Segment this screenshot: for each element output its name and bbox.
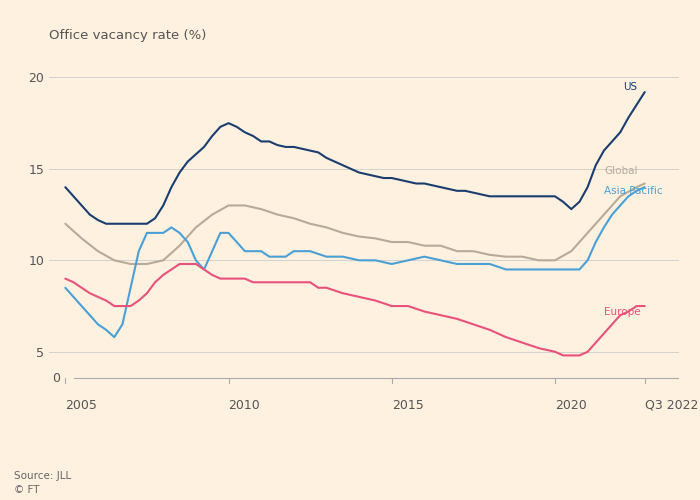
Text: 2015: 2015: [392, 399, 424, 412]
Text: 2010: 2010: [228, 399, 260, 412]
Text: Q3 2022: Q3 2022: [645, 399, 698, 412]
Text: US: US: [624, 82, 638, 92]
Text: Europe: Europe: [604, 306, 640, 316]
Text: 2020: 2020: [555, 399, 587, 412]
Text: Global: Global: [604, 166, 638, 175]
Text: Source: JLL
© FT: Source: JLL © FT: [14, 471, 71, 495]
Text: Office vacancy rate (%): Office vacancy rate (%): [49, 29, 206, 42]
Text: Asia Pacific: Asia Pacific: [604, 186, 662, 196]
Text: 0: 0: [52, 372, 60, 384]
Text: 2005: 2005: [65, 399, 97, 412]
